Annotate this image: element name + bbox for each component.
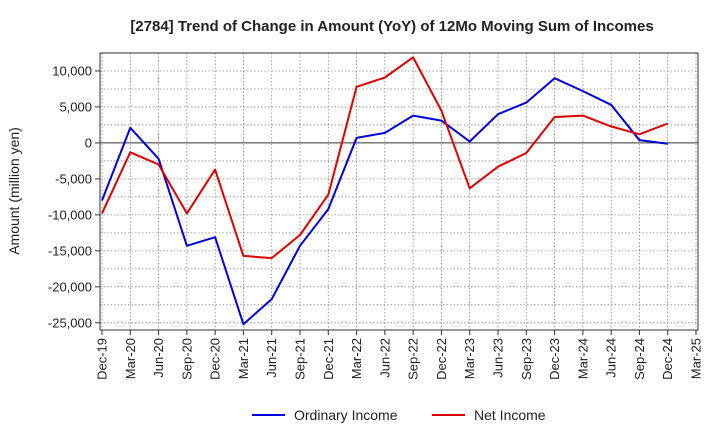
y-tick-label: -5,000 (55, 171, 92, 186)
ordinary-income-line (101, 77, 668, 326)
x-tick-label: Dec-22 (434, 338, 449, 380)
x-tick-label: Mar-25 (689, 338, 704, 379)
x-tick-label: Mar-20 (123, 338, 138, 379)
y-tick-label: 5,000 (59, 99, 92, 114)
x-tick-label: Dec-19 (95, 338, 110, 380)
y-axis-label: Amount (million yen) (6, 127, 22, 255)
net-income-line (101, 56, 669, 260)
x-tick-label: Mar-23 (462, 338, 477, 379)
x-tick-label: Jun-22 (377, 338, 392, 378)
chart-title: [2784] Trend of Change in Amount (YoY) o… (130, 18, 653, 35)
x-axis-ticks: Dec-19 Mar-20 Jun-20 Sep-20 Dec-20 Mar-21 Jun-… (95, 330, 704, 380)
x-tick-label: Sep-20 (179, 338, 194, 380)
grid (100, 52, 698, 330)
x-tick-label: Sep-22 (406, 338, 421, 380)
x-tick-label: Sep-24 (632, 338, 647, 380)
x-tick-label: Dec-20 (208, 338, 223, 380)
legend-label-ordinary-income: Ordinary Income (294, 407, 398, 423)
y-tick-label: -25,000 (48, 315, 92, 330)
x-tick-label: Mar-24 (575, 338, 590, 379)
x-tick-label: Dec-21 (321, 338, 336, 380)
legend-label-net-income: Net Income (474, 407, 546, 423)
y-tick-label: -20,000 (48, 279, 92, 294)
x-tick-label: Mar-22 (349, 338, 364, 379)
plot-frame (99, 52, 699, 331)
x-tick-label: Jun-24 (604, 338, 619, 378)
series-lines (101, 56, 669, 326)
x-tick-label: Dec-23 (547, 338, 562, 380)
y-axis-ticks: 10,000 5,000 0 -5,000 -10,000 -15,000 -20,000 -… (48, 63, 100, 330)
x-tick-label: Sep-21 (293, 338, 308, 380)
x-tick-label: Mar-21 (236, 338, 251, 379)
x-tick-label: Dec-24 (660, 338, 675, 380)
legend: Ordinary Income Net Income (252, 407, 546, 423)
y-tick-label: -10,000 (48, 207, 92, 222)
x-tick-label: Jun-23 (491, 338, 506, 378)
y-tick-label: 10,000 (52, 63, 92, 78)
y-tick-label: -15,000 (48, 243, 92, 258)
x-tick-label: Jun-20 (151, 338, 166, 378)
x-tick-label: Sep-23 (519, 338, 534, 380)
x-tick-label: Jun-21 (264, 338, 279, 378)
y-tick-label: 0 (85, 135, 92, 150)
